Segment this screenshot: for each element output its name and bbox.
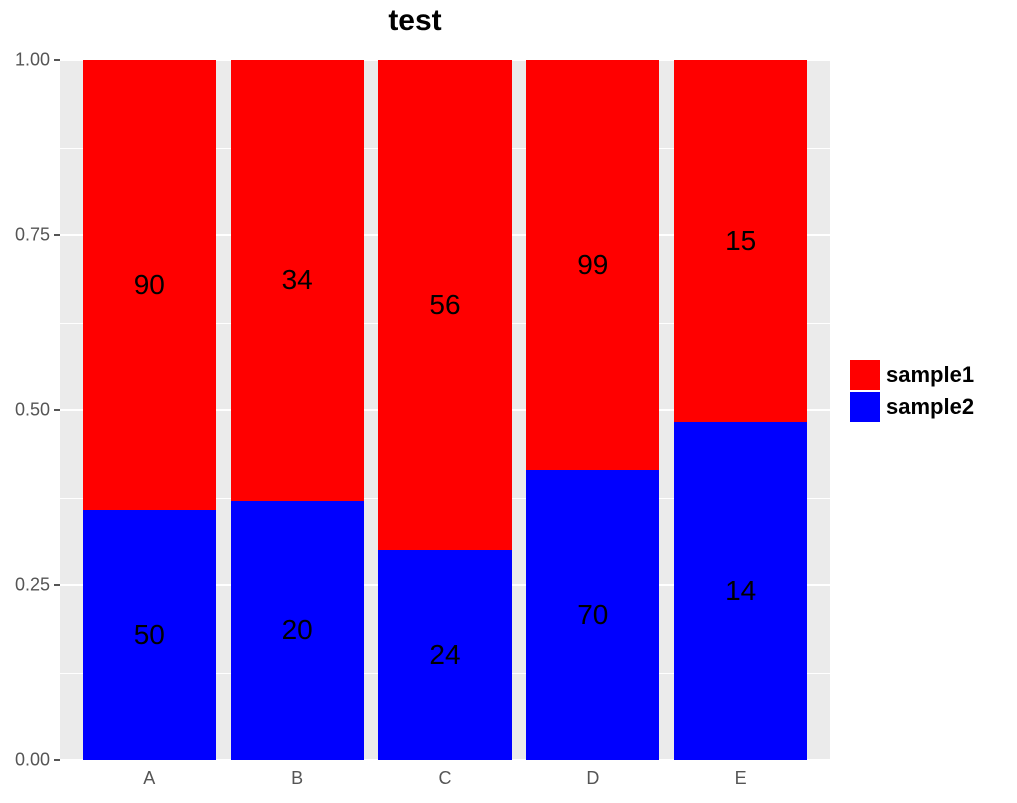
- plot-panel: 0.000.250.500.751.00ABCDE509020342456709…: [60, 60, 830, 760]
- y-axis-tick-mark: [54, 409, 60, 411]
- bar-value-label: 14: [674, 575, 807, 607]
- bar-group: 70 99: [526, 60, 659, 760]
- x-axis-tick-label: D: [586, 768, 599, 789]
- bar-value-label: 15: [674, 225, 807, 257]
- y-axis-tick-label: 0.25: [15, 575, 50, 596]
- x-axis-tick-label: E: [735, 768, 747, 789]
- y-axis-tick-mark: [54, 234, 60, 236]
- chart-figure: test 0.000.250.500.751.00ABCDE5090203424…: [0, 0, 1017, 803]
- legend-item: sample2: [850, 392, 974, 422]
- bar-group: 50 90: [83, 60, 216, 760]
- bar-group: 14 15: [674, 60, 807, 760]
- bar-group: 2034: [231, 60, 364, 760]
- y-axis-tick-label: 0.75: [15, 225, 50, 246]
- bar-value-label: 99: [526, 249, 659, 281]
- y-axis-tick-mark: [54, 59, 60, 61]
- bar-value-label: 90: [83, 269, 216, 301]
- legend: sample1 sample2: [850, 360, 974, 424]
- bar-value-label: 34: [231, 264, 364, 296]
- chart-title: test: [0, 4, 830, 38]
- y-axis-tick-mark: [54, 759, 60, 761]
- y-axis-tick-label: 1.00: [15, 50, 50, 71]
- legend-label: sample2: [886, 394, 974, 420]
- x-axis-tick-label: C: [439, 768, 452, 789]
- legend-swatch: [850, 392, 880, 422]
- bar-value-label: 70: [526, 599, 659, 631]
- bar-value-label: 56: [378, 289, 511, 321]
- legend-swatch: [850, 360, 880, 390]
- y-axis-tick-label: 0.00: [15, 750, 50, 771]
- legend-item: sample1: [850, 360, 974, 390]
- bar-value-label: 50: [83, 619, 216, 651]
- x-axis-tick-label: A: [143, 768, 155, 789]
- bar-group: 24 56: [378, 60, 511, 760]
- bar-value-label: 20: [231, 614, 364, 646]
- legend-label: sample1: [886, 362, 974, 388]
- x-axis-tick-label: B: [291, 768, 303, 789]
- y-axis-tick-label: 0.50: [15, 400, 50, 421]
- y-axis-tick-mark: [54, 584, 60, 586]
- bar-value-label: 24: [378, 639, 511, 671]
